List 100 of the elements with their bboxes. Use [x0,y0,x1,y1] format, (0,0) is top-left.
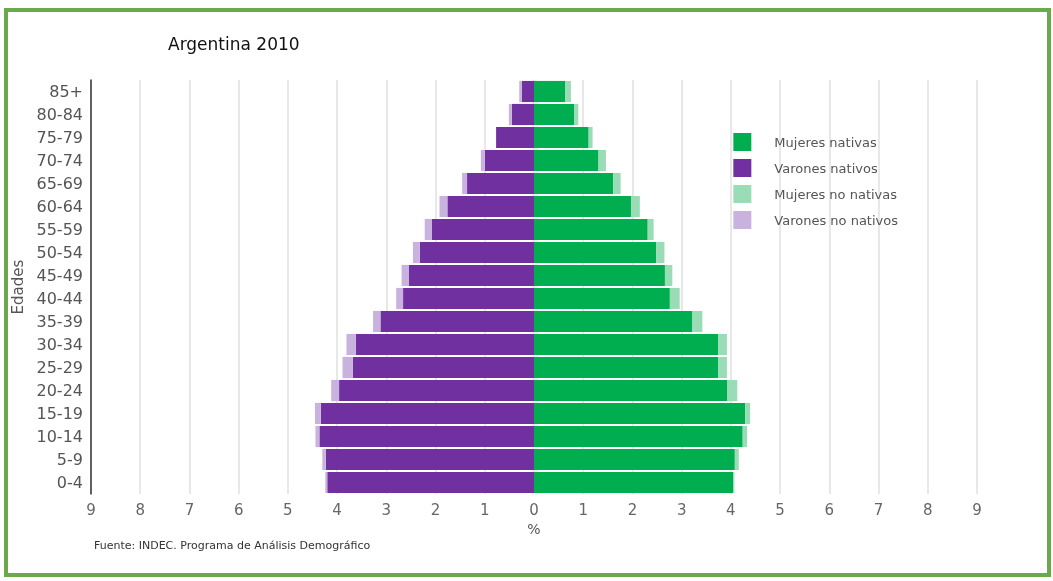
bar [534,103,575,126]
bar [431,218,534,241]
bar [534,402,746,425]
bar [339,379,534,402]
bar [315,425,320,448]
bar [647,218,654,241]
bar [408,264,534,287]
x-tick-label: 5 [775,500,785,519]
x-tick-label: 8 [135,500,145,519]
y-tick-label: 10-14 [36,427,83,446]
bar [565,80,571,103]
bar [424,218,432,241]
bar [534,80,566,103]
bar [534,356,719,379]
legend-label: Varones no nativos [774,212,899,228]
x-tick-label: 7 [184,500,195,519]
bar [352,356,534,379]
bar [718,356,727,379]
bar [447,195,534,218]
bar [314,402,321,425]
bar [534,471,734,494]
bar [322,448,326,471]
bar [718,333,727,356]
bar [401,264,409,287]
y-tick-label: 65-69 [36,174,83,193]
bar [534,425,743,448]
bar [745,402,751,425]
x-tick-label: 6 [824,500,835,519]
bar [534,333,719,356]
bar [412,241,420,264]
x-tick-label: 1 [578,500,588,519]
x-tick-label: 5 [283,500,293,519]
y-tick-label: 50-54 [36,243,83,262]
bar [467,172,534,195]
y-tick-label: 85+ [49,82,83,101]
bar [534,218,648,241]
bar [403,287,534,310]
x-tick-label: 4 [332,500,342,519]
y-tick-label: 70-74 [36,151,83,170]
bar [734,448,739,471]
bar [534,379,728,402]
bar [630,195,640,218]
x-tick-label: 4 [726,500,736,519]
y-tick-label: 80-84 [36,105,83,124]
bar [508,103,512,126]
y-tick-label: 0-4 [56,473,83,492]
bar [496,126,534,149]
x-tick-label: 1 [480,500,490,519]
bar [327,471,534,494]
bar [373,310,381,333]
bar [380,310,534,333]
bar [342,356,353,379]
bar [331,379,340,402]
bar [534,172,614,195]
y-tick-label: 20-24 [36,381,83,400]
bar [534,448,735,471]
bar [534,126,589,149]
x-tick-label: 7 [873,500,884,519]
x-tick-label: 3 [381,500,392,519]
bar [669,287,680,310]
x-tick-label: 0 [529,500,539,519]
bar [439,195,448,218]
bar [534,310,692,333]
y-axis-title: Edades [9,259,28,315]
source-note: Fuente: INDEC. Programa de Análisis Demográfico [94,539,371,552]
bar [521,80,534,103]
y-tick-label: 35-39 [36,312,83,331]
y-tick-label: 60-64 [36,197,83,216]
bar [319,425,534,448]
bar [534,149,599,172]
bar [534,195,631,218]
bar [355,333,534,356]
bar [419,241,534,264]
y-tick-label: 30-34 [36,335,83,354]
x-tick-label: 9 [86,500,96,519]
y-tick-label: 55-59 [36,220,83,239]
bar [692,310,703,333]
bar [346,333,356,356]
legend-label: Mujeres no nativas [774,186,898,202]
bar [320,402,534,425]
bar [534,287,670,310]
bar [613,172,621,195]
y-tick-label: 25-29 [36,358,83,377]
y-tick-label: 15-19 [36,404,83,423]
bar [727,379,738,402]
bar [484,149,534,172]
x-tick-label: 6 [233,500,244,519]
x-axis-title: % [527,520,541,537]
x-tick-label: 2 [627,500,638,519]
x-tick-label: 9 [972,500,982,519]
bar [325,448,534,471]
bar [480,149,485,172]
bar [574,103,579,126]
bar [396,287,404,310]
legend-label: Varones nativos [774,160,878,176]
legend-label: Mujeres nativas [774,134,877,150]
bar [534,241,657,264]
bar [598,149,606,172]
bar [534,264,665,287]
chart-title: Argentina 2010 [168,33,300,54]
